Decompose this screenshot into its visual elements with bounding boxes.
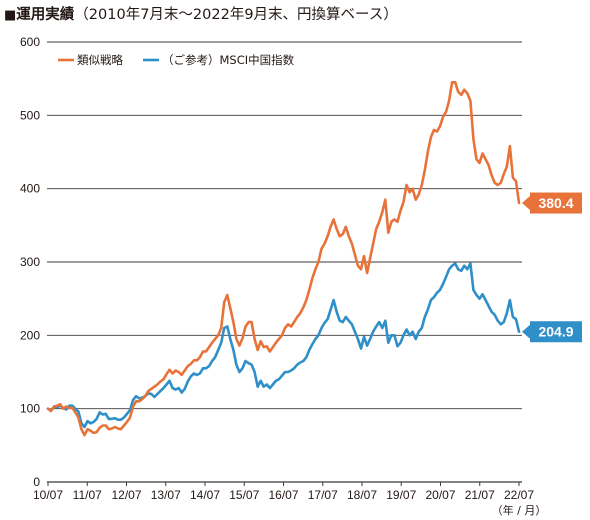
x-tick-label: 20/07 — [425, 488, 455, 502]
x-tick-label: 15/07 — [229, 488, 259, 502]
x-tick-label: 16/07 — [268, 488, 298, 502]
y-tick-label: 300 — [20, 255, 40, 269]
x-tick-label: 11/07 — [73, 488, 102, 502]
x-tick-label: 13/07 — [151, 488, 181, 502]
chart-title: ■運用実績（2010年7月末〜2022年9月末、円換算ベース） — [4, 3, 398, 24]
x-tick-label: 18/07 — [347, 488, 377, 502]
title-square-icon: ■ — [4, 8, 17, 23]
title-subtitle: （2010年7月末〜2022年9月末、円換算ベース） — [74, 7, 398, 23]
y-tick-label: 200 — [20, 328, 40, 342]
series-line-1 — [46, 262, 521, 429]
end-value-label-0: 380.4 — [538, 195, 573, 211]
y-tick-label: 600 — [20, 35, 40, 49]
legend-label-0: 類似戦略 — [77, 53, 123, 67]
x-tick-label: 17/07 — [308, 488, 338, 502]
end-value-label-1: 204.9 — [538, 324, 573, 340]
end-value-pointer-0 — [522, 196, 530, 211]
y-tick-label: 0 — [33, 475, 40, 489]
x-tick-label: 19/07 — [386, 488, 416, 502]
end-value-badge-1 — [530, 321, 582, 343]
series-line-0 — [46, 81, 521, 437]
y-tick-label: 500 — [20, 108, 40, 122]
x-tick-label: 14/07 — [190, 488, 220, 502]
y-tick-label: 400 — [20, 182, 40, 196]
title-main: 運用実績 — [16, 7, 75, 23]
x-unit-label: （年 / 月） — [492, 503, 547, 517]
x-tick-label: 22/07 — [504, 488, 534, 502]
x-tick-label: 10/07 — [33, 488, 63, 502]
end-value-badge-0 — [530, 192, 582, 214]
legend-label-1: （ご参考）MSCI中国指数 — [162, 53, 295, 67]
x-tick-label: 12/07 — [111, 488, 141, 502]
end-value-pointer-1 — [522, 324, 530, 339]
y-tick-label: 100 — [20, 402, 40, 416]
x-tick-label: 21/07 — [465, 488, 495, 502]
